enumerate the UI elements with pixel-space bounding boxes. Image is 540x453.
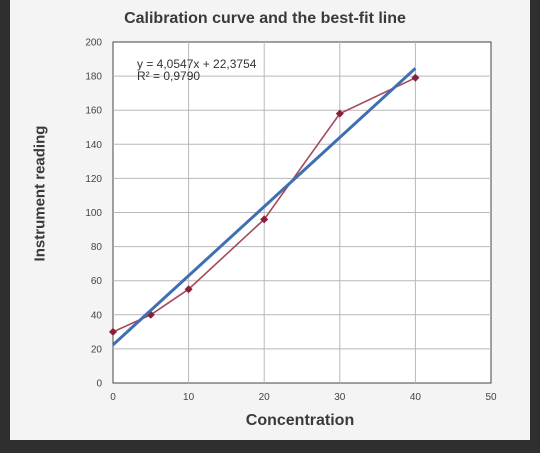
grid [113,42,491,383]
x-tick-label: 50 [485,392,497,403]
chart-title: Calibration curve and the best-fit line [124,10,406,27]
x-tick-label: 20 [259,392,271,403]
x-tick-label: 30 [334,392,346,403]
trendline-annotation: R² = 0,9790 [137,69,200,83]
y-tick-label: 100 [85,208,102,219]
data-point [335,109,344,118]
x-tick-label: 0 [110,392,116,403]
y-tick-label: 60 [91,276,103,287]
y-tick-label: 160 [85,106,102,117]
y-tick-label: 200 [85,38,102,49]
data-point [109,327,117,336]
x-tick-label: 10 [183,392,195,403]
y-tick-label: 180 [85,72,102,83]
y-tick-label: 80 [91,242,103,253]
best-fit-line [111,67,417,346]
y-tick-label: 0 [96,379,102,390]
data-point [184,285,193,294]
y-tick-label: 140 [85,140,102,151]
trendline-annotation: y = 4,0547x + 22,3754 [137,57,257,71]
trendline [111,67,417,346]
y-tick-label: 120 [85,174,102,185]
x-tick-label: 40 [410,392,422,403]
data-point [411,73,420,82]
x-axis-label: Concentration [245,412,355,429]
y-tick-label: 40 [91,310,103,321]
data-point [260,215,269,224]
y-tick-label: 20 [91,344,103,355]
x-tick-labels: 0 10 20 30 40 50 [110,392,497,403]
y-tick-labels: 0 20 40 60 80 100 120 140 160 180 200 [85,38,102,390]
